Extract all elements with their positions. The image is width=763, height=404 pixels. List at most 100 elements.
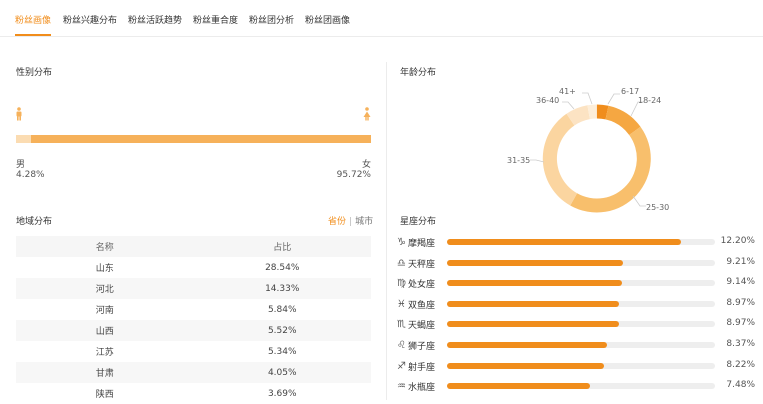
leader-25-30: [632, 195, 646, 207]
region-name: 河南: [95, 306, 114, 316]
table-row: 山东 28.54%: [16, 257, 371, 278]
zodiac-percentage: 8.37%: [726, 339, 755, 349]
virgo-icon: ♍: [397, 278, 406, 290]
donut-slice-41-plus: [587, 104, 597, 120]
age-label-6-17: 6-17: [621, 87, 640, 96]
age-label-18-24: 18-24: [638, 96, 662, 105]
donut-slice-6-17: [596, 104, 609, 120]
zodiac-bar-track: [447, 300, 715, 307]
toggle-province[interactable]: 省份: [328, 217, 347, 227]
zodiac-name: 狮子座: [408, 342, 436, 352]
leader-31-35: [530, 159, 545, 163]
region-share: 5.84%: [267, 304, 297, 315]
capricorn-icon: ♑: [397, 237, 406, 248]
leader-41-plus: [582, 92, 593, 105]
male-ratio-segment: [16, 135, 32, 143]
zodiac-bar-track: [447, 321, 715, 328]
region-name: 河北: [16, 278, 194, 299]
zodiac-bar-fill: [447, 383, 591, 390]
zodiac-bar-track: [447, 239, 715, 245]
age-label-25-30: 25-30: [646, 203, 670, 212]
donut-slice-25-30: [570, 126, 651, 213]
table-row: 陕西 3.69%: [16, 383, 371, 404]
tab-fan-profile[interactable]: 粉丝画像: [15, 16, 52, 26]
leader-18-24: [630, 101, 644, 117]
donut-slice-18-24: [605, 105, 641, 135]
region-share: 28.54%: [265, 262, 300, 273]
table-row: 山西 5.52%: [16, 320, 371, 341]
age-label-31-35: 31-35: [507, 156, 531, 165]
tab-fan-overlap[interactable]: 粉丝重合度: [193, 16, 239, 26]
gender-section-title: 性别分布: [16, 68, 53, 78]
table-row: 河南 5.84%: [16, 299, 371, 320]
region-share: 14.33%: [193, 278, 371, 299]
zodiac-row: ♎ 天秤座 9.21%: [397, 255, 763, 275]
male-label: 男: [16, 160, 26, 170]
zodiac-name: 天秤座: [408, 259, 436, 270]
zodiac-row: ♍ 处女座 9.14%: [397, 275, 763, 295]
zodiac-bar-fill: [447, 342, 608, 348]
tab-fan-activity[interactable]: 粉丝活跃趋势: [128, 16, 183, 26]
leo-icon: ♌: [397, 340, 406, 351]
female-percentage: 95.72%: [336, 170, 371, 180]
zodiac-percentage: 8.97%: [726, 318, 755, 329]
zodiac-name: 双鱼座: [408, 300, 436, 311]
zodiac-bar-track: [447, 280, 715, 287]
donut-slice-36-40: [566, 105, 590, 126]
region-toggle: 省份 | 城市: [328, 214, 373, 227]
zodiac-row: ♌ 狮子座 8.37%: [397, 337, 763, 357]
toggle-city[interactable]: 城市: [355, 217, 374, 227]
region-share: 5.34%: [267, 346, 297, 357]
region-name: 甘肃: [16, 362, 194, 383]
zodiac-section-title: 星座分布: [400, 217, 437, 227]
tab-fan-group-profile[interactable]: 粉丝团画像: [305, 16, 351, 26]
zodiac-bar-track: [447, 259, 715, 266]
tab-bar: 粉丝画像 粉丝兴趣分布 粉丝活跃趋势 粉丝重合度 粉丝团分析 粉丝团画像: [0, 0, 763, 37]
table-row: 甘肃 4.05%: [16, 362, 371, 383]
tab-fan-interest[interactable]: 粉丝兴趣分布: [63, 16, 118, 26]
region-section-title: 地域分布: [16, 217, 53, 227]
tab-fan-group-analysis[interactable]: 粉丝团分析: [249, 16, 295, 26]
toggle-separator: |: [349, 217, 353, 227]
zodiac-name: 处女座: [408, 280, 436, 291]
zodiac-bar-track: [447, 342, 715, 348]
zodiac-row: ♑ 摩羯座 12.20%: [397, 234, 763, 254]
leader-36-40: [562, 101, 575, 110]
sagittarius-icon: ♐: [397, 360, 406, 372]
region-share: 5.52%: [193, 320, 371, 341]
gender-ratio-bar: [16, 135, 371, 143]
column-header-name: 名称: [16, 236, 194, 257]
age-donut-chart: 6-17 18-24 25-30 31-35 36-40 41+: [488, 80, 710, 220]
age-label-41-plus: 41+: [559, 87, 576, 96]
female-label: 女: [361, 160, 371, 170]
region-name: 山东: [95, 264, 114, 274]
leader-6-17: [607, 93, 620, 105]
column-header-share: 占比: [193, 236, 371, 257]
region-share: 4.05%: [193, 362, 371, 383]
zodiac-name: 水瓶座: [408, 383, 436, 394]
zodiac-row: ♏ 天蝎座 8.97%: [397, 316, 763, 336]
region-name: 山西: [16, 320, 194, 341]
pisces-icon: ♓: [397, 298, 406, 310]
zodiac-row: ♐ 射手座 8.22%: [397, 358, 763, 378]
aquarius-icon: ♒: [397, 381, 406, 393]
age-label-36-40: 36-40: [536, 96, 560, 105]
table-header-row: 名称 占比: [16, 236, 371, 257]
zodiac-bar-fill: [447, 321, 619, 328]
zodiac-bar-fill: [447, 239, 681, 245]
zodiac-bar-fill: [447, 362, 605, 369]
libra-icon: ♎: [397, 257, 406, 269]
male-percentage: 4.28%: [16, 170, 45, 180]
zodiac-bar-track: [447, 383, 715, 390]
age-donut-svg: [530, 92, 651, 213]
zodiac-percentage: 9.21%: [726, 256, 755, 267]
zodiac-percentage: 7.48%: [726, 380, 755, 391]
region-table: 名称 占比 山东 28.54% 河北 14.33% 河南 5.84% 山西 5.52% …: [16, 236, 371, 404]
table-row: 江苏 5.34%: [16, 341, 371, 362]
zodiac-bar-track: [447, 362, 715, 369]
age-section-title: 年龄分布: [400, 68, 437, 78]
region-share: 3.69%: [267, 388, 297, 399]
zodiac-percentage: 9.14%: [726, 277, 755, 288]
zodiac-percentage: 8.97%: [726, 297, 755, 308]
column-divider: [386, 62, 387, 400]
